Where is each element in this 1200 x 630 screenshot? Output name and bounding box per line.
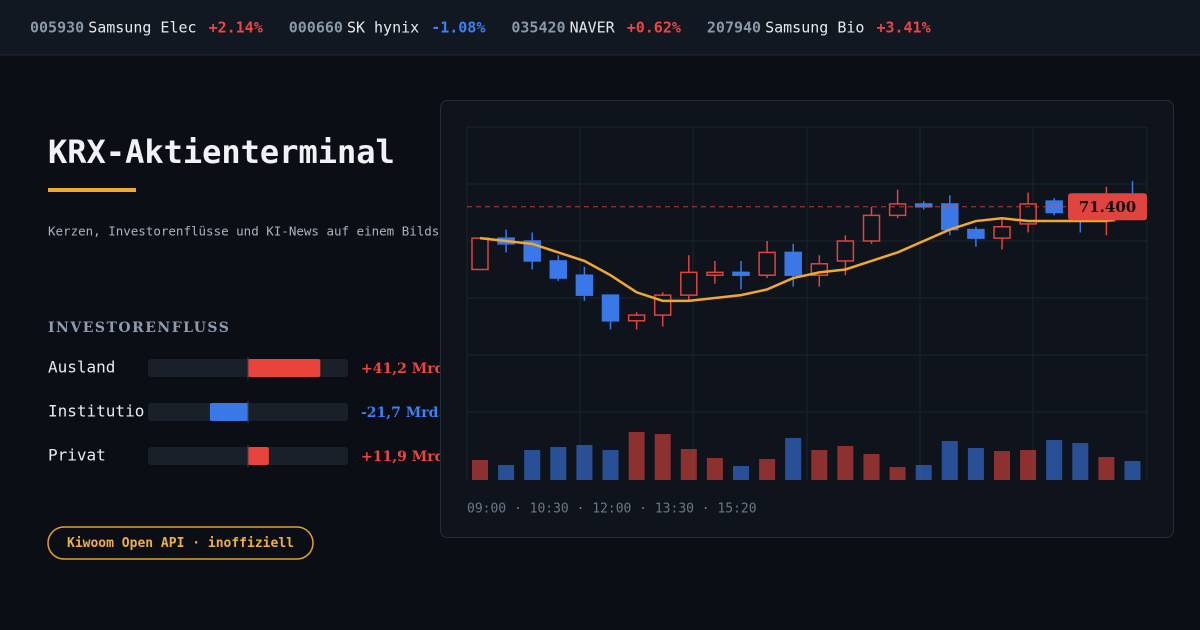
candle-body [575, 274, 594, 296]
candle-body [862, 214, 881, 242]
flow-value: -21,7 Mrd. [361, 405, 443, 421]
flow-label: Ausland [48, 358, 115, 377]
volume-bar [994, 451, 1010, 480]
volume-bar [706, 458, 723, 480]
ticker-name: SK hynix [347, 19, 419, 37]
candle-body [471, 237, 489, 271]
candle-body [993, 226, 1011, 239]
volume-bar [654, 434, 671, 480]
candle-body [914, 203, 933, 208]
ticker-name: NAVER [570, 19, 616, 37]
x-axis-label: 09:00 · 10:30 · 12:00 · 13:30 · 15:20 [467, 502, 757, 517]
title: KRX-Aktienterminal [48, 133, 395, 171]
subtitle: Kerzen, Investorenflüsse und KI-News auf… [48, 224, 477, 239]
ticker-bar [0, 0, 1200, 55]
volume-bar [811, 450, 828, 480]
ticker-change: +0.62% [627, 19, 681, 37]
volume-bar [1046, 440, 1063, 480]
ticker-name: Samsung Bio [765, 19, 864, 37]
candle-body [836, 240, 855, 262]
candle-body [549, 260, 568, 279]
volume-bar [837, 446, 854, 480]
plot: 71.400 [467, 181, 1147, 480]
flows: Ausland +41,2 Mrd. Institutio -21,7 Mrd. Pri… [48, 357, 449, 467]
ticker-name: Samsung Elec [88, 19, 196, 37]
volume-bar [967, 448, 984, 480]
volume-bar [863, 454, 880, 480]
flow-label: Privat [48, 446, 106, 465]
candle-body [967, 228, 985, 239]
candle-body [680, 271, 698, 296]
volume-bar [733, 466, 749, 480]
volume-bar [472, 460, 488, 480]
last-price-tag [1068, 193, 1147, 221]
ticker-code: 207940 [707, 19, 761, 37]
ticker-code: 035420 [511, 19, 565, 37]
flow-bar [248, 359, 321, 377]
badge-text: Kiwoom Open API · inoffiziell [67, 536, 294, 551]
ticker-change: +2.14% [209, 19, 263, 37]
ticker-change: -1.08% [431, 19, 485, 37]
candle-body [601, 294, 620, 322]
volume-bar [550, 447, 567, 480]
title-underline [48, 188, 136, 192]
candle-body [941, 203, 959, 231]
candle-body [784, 251, 802, 276]
flow-bar [209, 403, 248, 421]
flow-value: +41,2 Mrd. [361, 361, 449, 377]
candle-body [627, 314, 646, 322]
flows-heading: INVESTORENFLUSS [48, 320, 230, 336]
volume-bar [1124, 461, 1141, 480]
volume-bar [524, 450, 541, 480]
ticker-change: +3.41% [876, 19, 930, 37]
volume-bar [941, 441, 958, 480]
volume-bar [889, 467, 906, 480]
volume-bar [759, 459, 776, 480]
volume-bar [628, 432, 645, 480]
candle-body [758, 251, 776, 276]
flow-bar [248, 447, 269, 465]
volume-bar [1020, 450, 1037, 480]
candle-body [810, 263, 829, 276]
candle-body [1019, 203, 1037, 225]
volume-bar [915, 465, 932, 480]
volume-bar [1072, 443, 1089, 480]
volume-bar [785, 438, 802, 480]
ticker-code: 005930 [30, 19, 84, 37]
volume-bar [576, 445, 593, 480]
flow-label: Institutio [48, 402, 144, 421]
ticker: 005930 Samsung Elec +2.14% 000660 SK hynix -1… [30, 19, 931, 37]
grid [466, 126, 1148, 480]
volume-bar [602, 450, 619, 480]
last-price-label: 71.400 [1079, 198, 1136, 216]
candle-body [706, 271, 724, 276]
volume-bar [680, 449, 697, 480]
ticker-code: 000660 [289, 19, 343, 37]
badge[interactable] [47, 526, 314, 560]
candle-body [732, 271, 750, 276]
volume-bar [498, 465, 515, 480]
candle-body [888, 203, 907, 217]
flow-value: +11,9 Mrd. [361, 449, 449, 465]
moving-average [479, 214, 1133, 303]
volume-bar [1098, 457, 1115, 480]
